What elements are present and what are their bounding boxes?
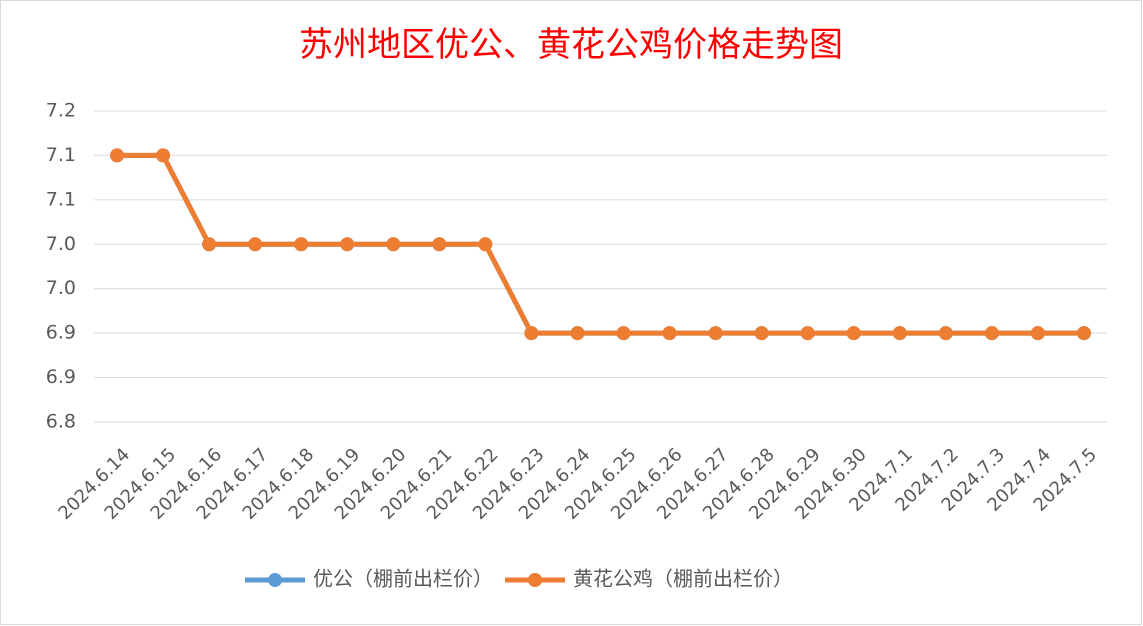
y-tick-label: 6.9 — [46, 322, 76, 344]
data-point — [202, 237, 217, 252]
y-tick-label: 7.0 — [46, 233, 76, 255]
data-point — [662, 326, 677, 341]
legend-marker — [268, 573, 282, 587]
data-point — [800, 326, 815, 341]
data-point — [386, 237, 401, 252]
data-point — [1030, 326, 1045, 341]
data-point — [340, 237, 355, 252]
data-point — [248, 237, 263, 252]
data-point — [754, 326, 769, 341]
data-point — [156, 148, 171, 163]
series-line — [117, 152, 1084, 336]
data-point — [938, 326, 953, 341]
y-tick-label: 7.0 — [46, 277, 76, 299]
legend-marker — [528, 573, 542, 587]
y-tick-label: 6.8 — [46, 411, 76, 433]
data-point — [892, 326, 907, 341]
data-point — [524, 326, 539, 341]
y-tick-label: 7.2 — [46, 100, 76, 122]
y-tick-label: 6.9 — [46, 366, 76, 388]
data-point — [846, 326, 861, 341]
data-point — [708, 326, 723, 341]
data-point — [432, 237, 447, 252]
data-point — [616, 326, 631, 341]
data-point — [110, 148, 125, 163]
legend-label: 黄花公鸡（棚前出栏价） — [573, 567, 793, 591]
data-point — [1076, 326, 1091, 341]
y-tick-label: 7.1 — [46, 188, 76, 210]
legend-label: 优公（棚前出栏价） — [313, 567, 493, 591]
data-point — [478, 237, 493, 252]
data-point — [570, 326, 585, 341]
data-point — [984, 326, 999, 341]
y-tick-label: 7.1 — [46, 144, 76, 166]
data-point — [294, 237, 309, 252]
chart-title: 苏州地区优公、黄花公鸡价格走势图 — [299, 25, 843, 65]
